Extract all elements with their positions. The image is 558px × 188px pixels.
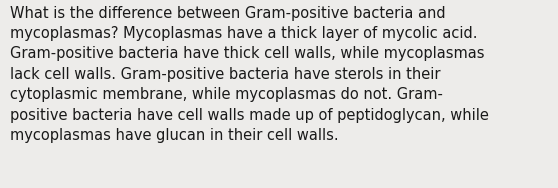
Text: What is the difference between Gram-positive bacteria and
mycoplasmas? Mycoplasm: What is the difference between Gram-posi…: [10, 6, 489, 143]
